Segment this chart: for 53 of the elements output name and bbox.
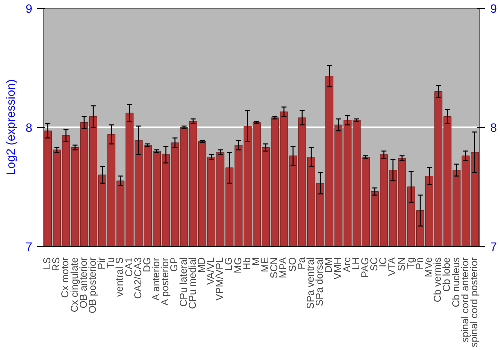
x-tick-label: DM bbox=[324, 257, 336, 274]
x-tick-label: Cb lobe bbox=[442, 257, 454, 292]
x-tick-label: spinal cord anterior bbox=[460, 256, 472, 343]
x-tick-label: MD bbox=[196, 257, 208, 274]
x-tick-label: A anterior bbox=[152, 257, 163, 301]
x-tick-label: Tu bbox=[106, 257, 118, 269]
x-tick-label: OB posterior bbox=[88, 256, 99, 314]
x-tick-label: A posterior bbox=[160, 257, 172, 306]
x-tick-label: Hb bbox=[242, 257, 254, 270]
x-tick-label: SC bbox=[370, 257, 381, 272]
x-tick-label: OB anterior bbox=[78, 256, 90, 309]
x-tick-label: SN bbox=[396, 257, 408, 272]
x-tick-label: VTA bbox=[388, 257, 399, 276]
x-tick-label: MVe bbox=[424, 257, 436, 278]
x-tick-label: Cb nucleus bbox=[451, 258, 462, 308]
y2-tick-label: 9 bbox=[490, 2, 498, 16]
x-tick-label: M bbox=[251, 257, 262, 266]
x-tick-label: SPa dorsal bbox=[315, 257, 326, 306]
x-tick-label: Cx cingulate bbox=[70, 257, 81, 313]
x-tick-label: LH bbox=[351, 257, 362, 270]
x-tick-label: Pa bbox=[296, 257, 308, 270]
x-tick-label: DG bbox=[142, 257, 154, 272]
x-tick-label: SPa ventral bbox=[306, 257, 317, 310]
x-tick-label: CA1 bbox=[124, 257, 136, 277]
y-axis-title: Log2 (expression) bbox=[4, 79, 18, 176]
x-tick-label: Pir bbox=[97, 256, 108, 270]
x-tick-label: MG bbox=[233, 257, 244, 274]
y-tick-label: 8 bbox=[26, 121, 33, 135]
x-tick-label: Arc bbox=[342, 258, 354, 272]
x-tick-label: RS bbox=[52, 257, 63, 272]
y2-tick-label: 8 bbox=[490, 121, 498, 135]
x-tick-label: spinal cord posterior bbox=[469, 256, 480, 348]
x-tick-label: GP bbox=[170, 257, 181, 272]
y-tick-label: 9 bbox=[26, 2, 33, 16]
x-tick-label: Cx motor bbox=[60, 256, 72, 298]
x-tick-label: LG bbox=[224, 257, 236, 271]
x-tick-label: ventral S bbox=[115, 257, 126, 297]
x-tick-label: LS bbox=[42, 257, 54, 270]
x-tick-label: Pn bbox=[414, 257, 426, 270]
x-tick-label: CA2/CA3 bbox=[133, 257, 144, 300]
x-tick-label: CPu medial bbox=[188, 257, 199, 310]
x-tick-label: VPM/VPL bbox=[215, 257, 226, 301]
x-tick-label: Tg bbox=[406, 258, 417, 270]
x-tick-label: IC bbox=[378, 258, 390, 268]
x-tick-label: ME bbox=[260, 257, 272, 272]
x-tick-label: VMH bbox=[333, 257, 344, 280]
x-tick-label: SO bbox=[288, 257, 299, 272]
x-tick-label: CPu lateral bbox=[178, 258, 190, 307]
x-tick-label: PAG bbox=[360, 257, 372, 278]
y-tick-label: 7 bbox=[26, 240, 33, 254]
y2-tick-label: 7 bbox=[490, 240, 498, 254]
x-tick-label: SCN bbox=[270, 257, 281, 279]
x-tick-label: MPA bbox=[278, 257, 290, 278]
